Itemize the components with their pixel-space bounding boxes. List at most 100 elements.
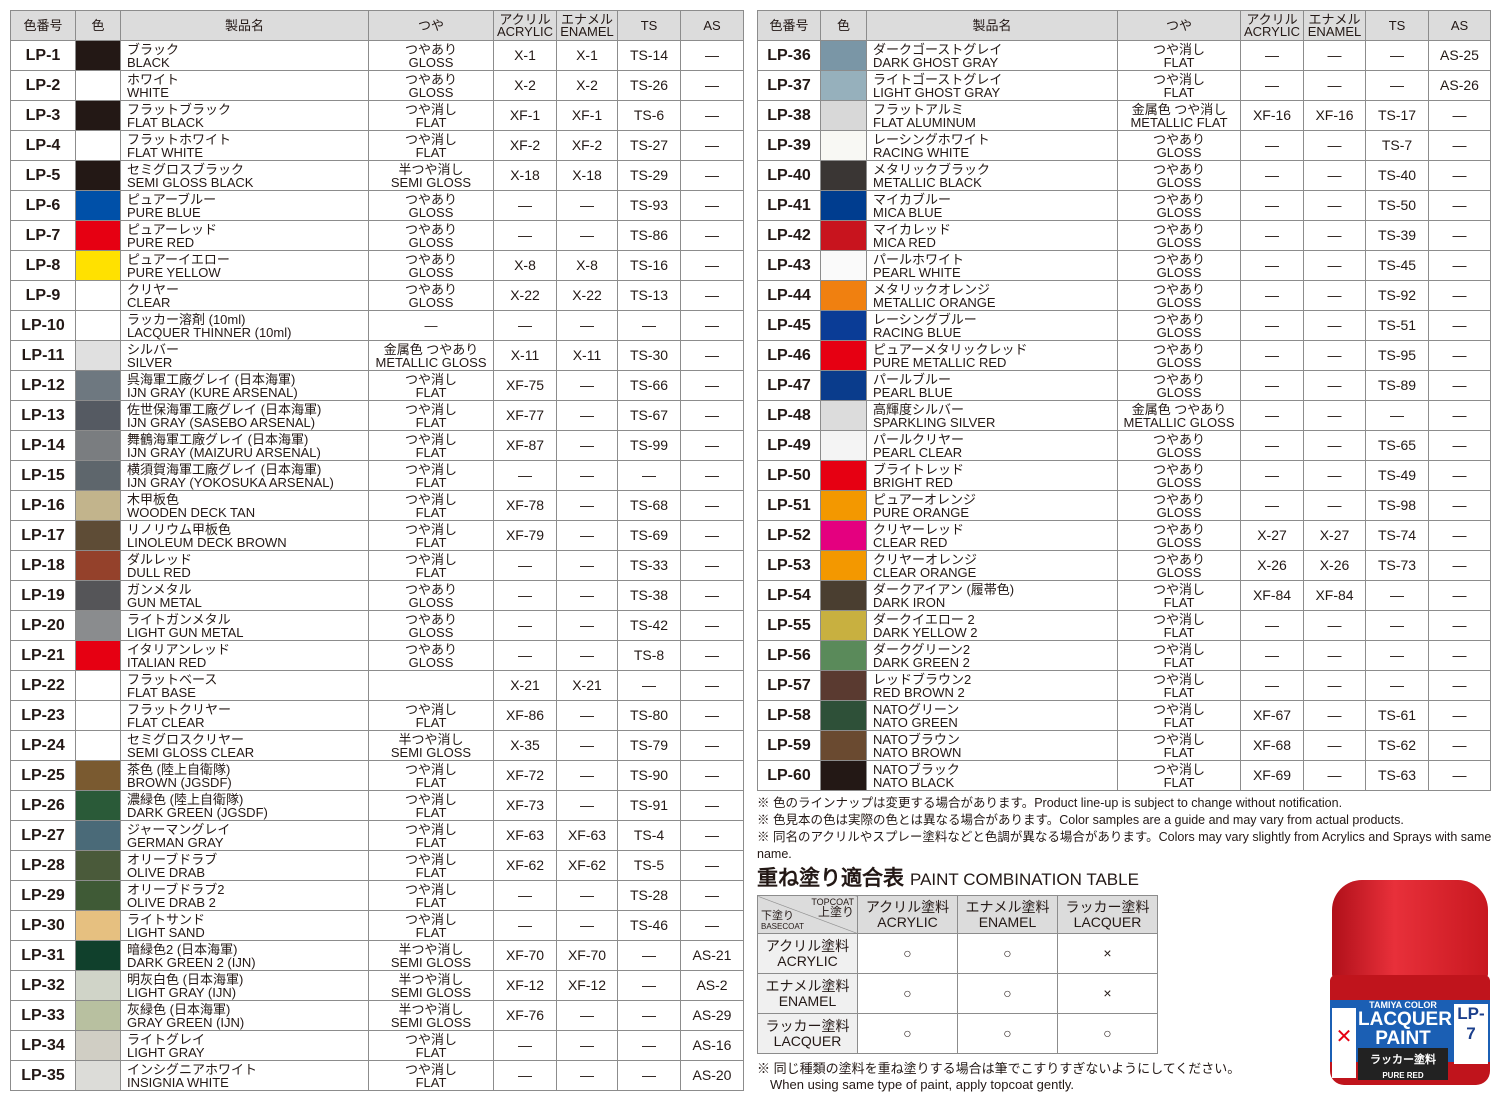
as-code: — [680, 610, 744, 641]
product-name: レーシングブルー RACING BLUE [866, 310, 1118, 341]
ts-code: TS-63 [1365, 760, 1429, 791]
product-name: ガンメタル GUN METAL [120, 580, 369, 611]
combination-row: ラッカー塗料 LACQUER ○ ○ ○ [757, 1013, 1158, 1054]
enamel-code: — [1303, 250, 1366, 281]
product-name: インシグニアホワイト INSIGNIA WHITE [120, 1060, 369, 1091]
combination-row: アクリル塗料 ACRYLIC ○ ○ × [757, 933, 1158, 974]
name-jp: 灰緑色 (日本海軍) [127, 1001, 231, 1017]
topcoat-header: エナメル塗料 ENAMEL [957, 895, 1058, 934]
as-code: — [680, 820, 744, 851]
color-swatch [820, 100, 867, 131]
label-en: ENAMEL [778, 992, 837, 1009]
product-name: イタリアンレッド ITALIAN RED [120, 640, 369, 671]
finish-jp: つやあり [1152, 221, 1205, 237]
finish: つや消し FLAT [1117, 640, 1241, 671]
table-row: LP-52 クリヤーレッド CLEAR RED つやあり GLOSS X-27 X-27 TS… [757, 520, 1491, 551]
finish: つや消し FLAT [368, 790, 494, 821]
product-name: ピュアーメタリックレッド PURE METALLIC RED [866, 340, 1118, 371]
product-name: オリーブドラブ OLIVE DRAB [120, 850, 369, 881]
name-jp: クリヤーレッド [873, 521, 965, 537]
as-code: — [680, 490, 744, 521]
color-swatch [820, 250, 867, 281]
color-number: LP-4 [10, 130, 76, 161]
enamel-code: — [1303, 340, 1366, 371]
finish: つやあり GLOSS [368, 640, 494, 671]
as-code: — [1428, 280, 1491, 311]
ts-code: — [617, 970, 681, 1001]
product-name: クリヤーレッド CLEAR RED [866, 520, 1118, 551]
ts-code: TS-4 [617, 820, 681, 851]
finish-en: FLAT [415, 144, 447, 160]
color-number: LP-49 [757, 430, 821, 461]
as-code: — [1428, 550, 1491, 581]
product-name: ジャーマングレイ GERMAN GRAY [120, 820, 369, 851]
ts-code: TS-91 [617, 790, 681, 821]
enamel-code: — [1303, 130, 1366, 161]
table-row: LP-6 ピュアーブルー PURE BLUE つやあり GLOSS — — TS-93— [10, 190, 744, 221]
name-jp: NATOブラウン [873, 731, 960, 747]
name-en: PURE METALLIC RED [873, 354, 1007, 370]
enamel-code: — [556, 550, 618, 581]
finish-en: GLOSS [1156, 264, 1202, 280]
finish: つや消し FLAT [368, 910, 494, 941]
color-number: LP-19 [10, 580, 76, 611]
as-code: — [680, 70, 744, 101]
ts-code: TS-92 [1365, 280, 1429, 311]
enamel-code: — [1303, 370, 1366, 401]
name-en: ITALIAN RED [127, 654, 207, 670]
finish-jp: 金属色 つや消し [1131, 101, 1227, 117]
name-jp: ラッカー溶剤 (10ml) [127, 311, 246, 327]
color-number: LP-11 [10, 340, 76, 371]
finish: つや消し FLAT [368, 460, 494, 491]
product-name: 高輝度シルバー SPARKLING SILVER [866, 400, 1118, 431]
as-code: AS-2 [680, 970, 744, 1001]
as-code: — [1428, 370, 1491, 401]
finish-jp: つやあり [404, 581, 457, 597]
table-row: LP-7 ピュアーレッド PURE RED つやあり GLOSS — — TS-86— [10, 220, 744, 251]
finish-en: FLAT [415, 774, 447, 790]
table-row: LP-24 セミグロスクリヤー SEMI GLOSS CLEAR 半つや消し SEMI … [10, 730, 744, 761]
color-swatch [75, 490, 121, 521]
color-number: LP-29 [10, 880, 76, 911]
table-row: LP-48 高輝度シルバー SPARKLING SILVER 金属色 つやあり META… [757, 400, 1491, 431]
finish-jp: つや消し [404, 881, 457, 897]
table-row: LP-50 ブライトレッド BRIGHT RED つやあり GLOSS — — TS-49— [757, 460, 1491, 491]
ts-code: TS-5 [617, 850, 681, 881]
as-code: — [1428, 520, 1491, 551]
product-name: 舞鶴海軍工廠グレイ (日本海軍) IJN GRAY (MAIZURU ARSENA… [120, 430, 369, 461]
name-en: INSIGNIA WHITE [127, 1074, 229, 1090]
jar-name: PURE RED [1382, 1071, 1424, 1080]
color-swatch [75, 670, 121, 701]
color-swatch [820, 430, 867, 461]
compatible-icon: ○ [957, 1013, 1058, 1054]
acrylic-code: — [493, 190, 557, 221]
name-jp: フラットブラック [127, 101, 232, 117]
as-code: — [1428, 640, 1491, 671]
ts-code: TS-86 [617, 220, 681, 251]
as-code: — [1428, 400, 1491, 431]
name-jp: マイカブルー [873, 191, 952, 207]
finish-jp: つやあり [1152, 281, 1205, 297]
enamel-code: — [1303, 40, 1366, 71]
enamel-code: X-11 [556, 340, 618, 371]
finish-en: FLAT [415, 444, 447, 460]
name-en: BLACK [127, 54, 170, 70]
column-header: 色番号 [10, 10, 76, 41]
finish-jp: つや消し [404, 701, 457, 717]
table-row: LP-29 オリーブドラブ2 OLIVE DRAB 2 つや消し FLAT — — TS-28… [10, 880, 744, 911]
enamel-code: — [556, 700, 618, 731]
color-number: LP-15 [10, 460, 76, 491]
color-number: LP-33 [10, 1000, 76, 1031]
finish-jp: 半つや消し [398, 941, 464, 957]
color-swatch [75, 370, 121, 401]
table-row: LP-19 ガンメタル GUN METAL つやあり GLOSS — — TS-38— [10, 580, 744, 611]
color-swatch [75, 340, 121, 371]
as-code: — [680, 910, 744, 941]
acrylic-code: — [493, 460, 557, 491]
finish-jp: 金属色 つやあり [383, 341, 479, 357]
name-en: GUN METAL [127, 594, 202, 610]
name-jp: ライトサンド [127, 911, 206, 927]
finish-en: SEMI GLOSS [390, 744, 472, 760]
column-header: つや [1117, 10, 1241, 41]
color-swatch [820, 670, 867, 701]
